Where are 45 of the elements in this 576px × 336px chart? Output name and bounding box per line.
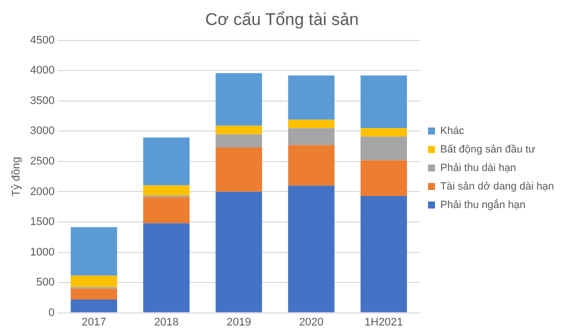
y-tick-label: 3500 [30,94,55,107]
legend-label: Bất động sản đầu tư [440,143,536,156]
legend-label: Phải thu ngắn hạn [440,198,526,211]
y-tick-label: 1500 [30,216,55,228]
bar [216,192,262,312]
bar [143,223,190,312]
x-tick-label: 2017 [82,316,106,328]
bar [360,136,407,160]
x-tick-label: 2019 [226,316,252,328]
y-tick-label: 4500 [30,34,55,46]
bar [360,76,407,128]
bar [288,76,334,120]
y-tick-label: 3000 [30,125,55,138]
bar [70,288,118,300]
bar [360,160,407,196]
y-tick-label: 2500 [30,156,55,168]
y-tick-label: 0 [48,306,55,319]
bar [288,128,334,146]
legend-label: Tài sản dở dang dài hạn [440,180,554,192]
bar [70,299,118,312]
y-tick-label: 500 [36,276,55,289]
y-tick-label: 2000 [30,186,55,198]
bar [360,128,407,137]
x-tick-label: 2020 [299,316,324,328]
bar [216,73,262,126]
y-tick-label: 1000 [30,246,55,258]
bar [143,197,190,224]
bar [288,145,334,186]
bar [288,120,334,128]
bar [216,134,262,148]
bar [216,126,262,134]
y-axis-title: Tỷ đồng [10,156,23,196]
bar [288,186,334,312]
bar [70,227,118,276]
y-tick-label: 4000 [30,64,55,77]
bar [360,196,407,312]
bar [216,148,262,192]
x-tick-label: 2018 [154,316,179,328]
chart-title: Cơ cấu Tổng tài sản [205,10,359,29]
legend-label: Khác [440,124,464,137]
x-tick-label: 1H2021 [364,316,404,328]
bar [143,185,190,196]
bar [143,138,190,186]
bar [70,276,118,288]
legend-label: Phải thu dài hạn [440,162,516,174]
